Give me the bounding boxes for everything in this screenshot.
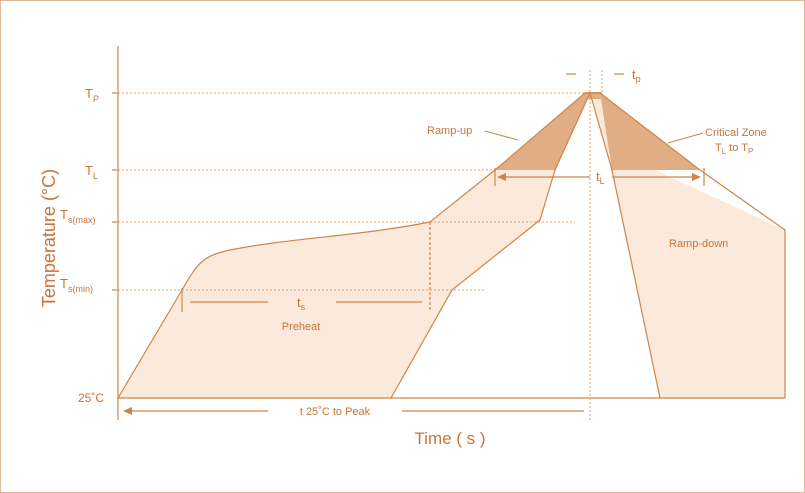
critical-zone-label: Critical Zone bbox=[705, 127, 767, 139]
ramp-down-label: Ramp-down bbox=[669, 238, 728, 250]
level-tp-label: TP bbox=[85, 86, 99, 104]
level-tsmax-label: Ts(max) bbox=[60, 207, 95, 225]
critical-zone-range-label: TL to TP bbox=[715, 142, 753, 156]
ts-duration-label: ts bbox=[297, 295, 306, 312]
level-tsmin-label: Ts(min) bbox=[60, 276, 93, 294]
tl-arrowhead-right bbox=[692, 173, 701, 181]
t25-to-peak-label: t 25˚C to Peak bbox=[300, 406, 371, 418]
ramp-up-label: Ramp-up bbox=[427, 125, 472, 137]
y-axis-title: Temperature (°C) bbox=[39, 169, 59, 307]
t25-arrowhead bbox=[123, 407, 132, 415]
tp-duration-label: tp bbox=[632, 67, 641, 84]
level-tl-label: TL bbox=[85, 163, 98, 181]
tl-duration-label: tL bbox=[596, 169, 605, 186]
level-base-label: 25˚C bbox=[78, 391, 104, 405]
outer-profile-curve bbox=[117, 92, 786, 399]
critical-zone-leader bbox=[667, 132, 704, 144]
ramp-up-zone bbox=[495, 93, 590, 170]
ramp-up-leader bbox=[484, 130, 519, 141]
profile-gap bbox=[391, 93, 660, 398]
x-axis-title: Time ( s ) bbox=[414, 429, 485, 448]
peak-plateau bbox=[585, 92, 602, 99]
preheat-label: Preheat bbox=[282, 321, 321, 333]
tl-arrowhead-left bbox=[497, 173, 506, 181]
